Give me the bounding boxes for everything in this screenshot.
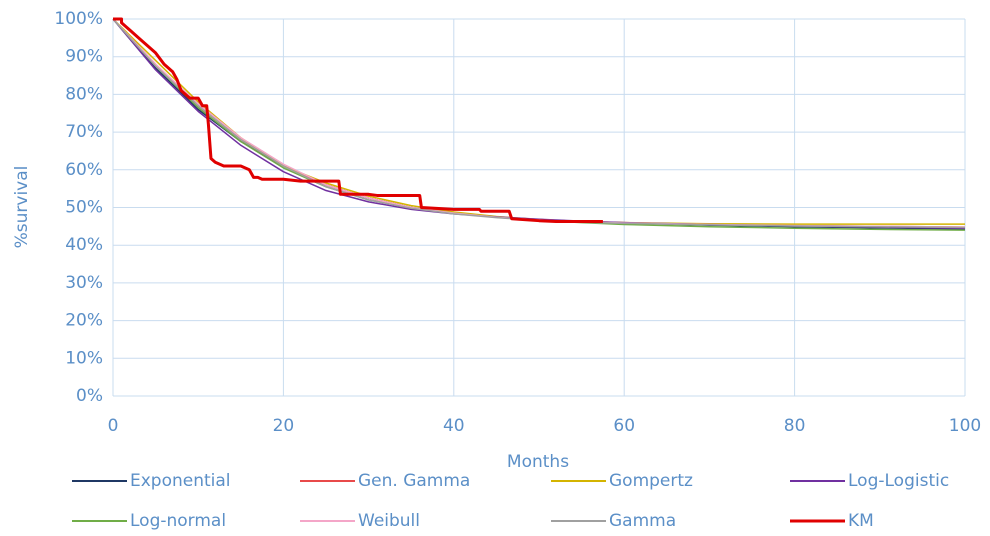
series-line (112, 18, 966, 228)
legend-label: Log-Logistic (848, 471, 949, 491)
series-line (112, 18, 966, 231)
x-tick-label: 40 (443, 416, 465, 436)
x-tick-label: 80 (784, 416, 806, 436)
y-tick-label: 10% (65, 348, 103, 368)
legend-label: Gompertz (609, 471, 693, 491)
y-tick-label: 70% (65, 122, 103, 142)
legend-label: Gamma (609, 511, 676, 531)
y-tick-label: 40% (65, 235, 103, 255)
y-tick-label: 90% (65, 47, 103, 67)
y-tick-label: 60% (65, 160, 103, 180)
y-axis-label: %survival (12, 166, 32, 249)
legend-label: KM (848, 511, 874, 531)
y-tick-label: 0% (76, 386, 103, 406)
x-tick-label: 0 (108, 416, 119, 436)
series-line (112, 18, 966, 229)
legend-label: Gen. Gamma (358, 471, 470, 491)
x-tick-label: 20 (273, 416, 295, 436)
y-tick-label: 30% (65, 273, 103, 293)
x-tick-label: 100 (949, 416, 981, 436)
series-line (112, 18, 966, 228)
series-line (112, 18, 966, 230)
series-line (113, 17, 603, 223)
y-tick-label: 20% (65, 311, 103, 331)
legend-label: Weibull (358, 511, 420, 531)
x-tick-label: 60 (613, 416, 635, 436)
legend-label: Log-normal (130, 511, 226, 531)
x-axis-label: Months (507, 452, 569, 472)
y-tick-label: 80% (65, 84, 103, 104)
series-line (112, 18, 965, 225)
y-tick-label: 50% (65, 198, 103, 218)
y-tick-label: 100% (54, 9, 103, 29)
series-line (112, 18, 966, 229)
legend-label: Exponential (130, 471, 231, 491)
